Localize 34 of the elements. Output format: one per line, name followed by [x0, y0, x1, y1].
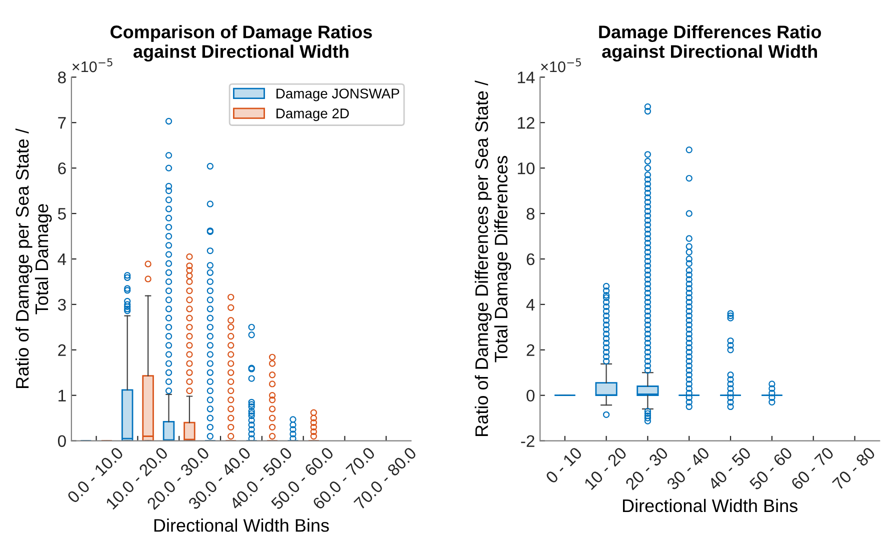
y-tick-label: 8 [58, 72, 66, 84]
x-axis-title: Directional Width Bins [623, 498, 798, 512]
y-tick-label: 14 [518, 72, 535, 84]
y-axis-title: Ratio of Damage per Sea State / Total Damage [15, 128, 52, 388]
y-tick-label: 2 [526, 344, 534, 356]
x-tick-label: 0 - 10 [545, 446, 583, 484]
y-tick-label: 7 [58, 117, 66, 129]
x-tick-label: 10 - 20 [584, 446, 628, 490]
legend-label: Damage JONSWAP [276, 88, 400, 102]
y-tick-label: 6 [526, 253, 534, 266]
text: ×10$^{−5}$ [541, 58, 581, 72]
y-tick-label: 0 [58, 435, 66, 448]
y-tick-label: 1 [58, 390, 66, 402]
y-tick-label: 0 [526, 390, 535, 402]
y-tick-label: 4 [526, 299, 535, 310]
y-tick-label: 5 [58, 208, 66, 220]
x-tick-label: 20 - 30 [624, 446, 669, 490]
y-tick-label: 3 [58, 298, 66, 311]
y-tick-label: 10 [518, 162, 535, 174]
legend-label: Damage 2D [276, 108, 349, 122]
x-tick-label: 50 - 60 [748, 446, 793, 491]
y-tick-label: 12 [518, 117, 534, 129]
text: ×10$^{−5}$ [72, 58, 112, 72]
y-tick-label: 2 [58, 344, 66, 356]
x-tick-label: 70 - 80 [832, 446, 876, 490]
chart-title: Comparison of Damage Ratios against Directional Width [110, 25, 372, 62]
y-tick-label: 8 [526, 208, 534, 220]
y-tick-label: -2 [521, 435, 534, 447]
chart-title: Damage Differences Ratio against Directional Width [599, 25, 822, 62]
x-tick-label: 30 - 40 [666, 446, 710, 491]
y-axis-title: Ratio of Damage Differences per Sea State / Total Damage Differences [474, 80, 512, 436]
x-axis-title: Directional Width Bins [154, 518, 329, 532]
y-tick-label: 4 [58, 254, 66, 266]
y-tick-label: 6 [58, 162, 66, 174]
